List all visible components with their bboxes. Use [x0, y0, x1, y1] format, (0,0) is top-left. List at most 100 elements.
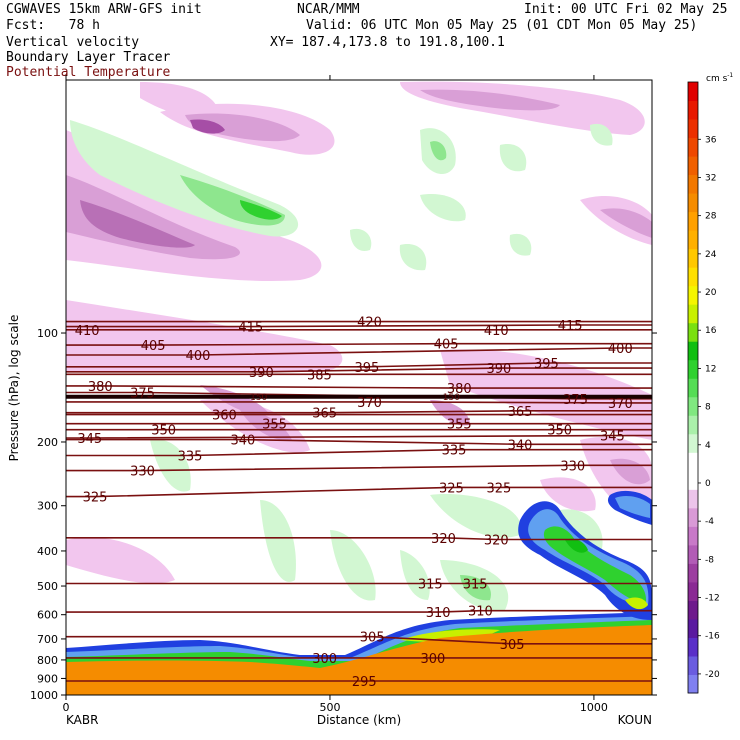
theta-contour-line: [66, 367, 652, 373]
theta-contour-line: [66, 438, 652, 446]
colorbar-tick-label: 36: [705, 135, 717, 145]
x-tick-label: 1000: [580, 701, 608, 714]
theta-contour-line: [66, 342, 652, 346]
y-tick-label: 300: [37, 500, 58, 513]
colorbar-swatch: [688, 618, 698, 638]
theta-contour-label: 365: [508, 405, 533, 420]
theta-contour-label: 380: [447, 382, 472, 397]
x-tick-label: 0: [63, 701, 70, 714]
colorbar-swatch: [688, 230, 698, 250]
colorbar-swatch: [688, 156, 698, 176]
colorbar-tick-label: 12: [705, 364, 716, 374]
theta-contour-label: 150: [443, 393, 460, 403]
theta-contour-line: [66, 385, 652, 389]
theta-contour-label: 310: [426, 606, 451, 621]
theta-contour-label: 305: [500, 638, 525, 653]
start-station-label: KABR: [66, 713, 98, 727]
theta-contour-label: 350: [547, 424, 572, 439]
theta-contour-labels: 410 415 420 410 415 405 400 405 400 390 385 395 390 3…: [75, 316, 633, 690]
colorbar-swatch: [688, 359, 698, 379]
sinking-region: [600, 208, 652, 238]
theta-contour-line: [66, 486, 652, 498]
plot-frame: [65, 79, 653, 696]
theta-contour-label: 380: [88, 380, 113, 395]
theta-contour-label: 395: [355, 361, 380, 376]
colorbar-swatch: [688, 137, 698, 157]
theta-contour-label: 370: [357, 396, 382, 411]
sinking-region: [185, 113, 300, 142]
theta-contour-line: [66, 434, 652, 439]
theta-contour-label: 345: [600, 430, 625, 445]
theta-contour-label: 315: [463, 577, 488, 592]
y-tick-label: 500: [37, 580, 58, 593]
theta-contour-label: 365: [312, 407, 337, 422]
colorbar-swatch: [688, 637, 698, 657]
field-name-vertical-velocity: Vertical velocity: [6, 35, 140, 50]
colorbar-swatch: [688, 507, 698, 527]
sinking-region: [200, 385, 270, 416]
y-tick-label: 1000: [30, 689, 58, 702]
theta-contour-label: 415: [558, 319, 583, 334]
colorbar-swatch: [688, 452, 698, 472]
colorbar-swatch: [688, 174, 698, 194]
theta-contour-label: 375: [130, 387, 155, 402]
theta-contour-label: 355: [262, 418, 287, 433]
sinking-region: [66, 175, 240, 260]
rising-region: [430, 141, 447, 161]
rising-region: [420, 194, 466, 222]
theta-contour-line: [66, 537, 652, 541]
rising-region: [399, 244, 427, 271]
colorbar-units-exponent: -1: [727, 72, 733, 79]
y-tick-label: 100: [37, 327, 58, 340]
rising-region: [590, 123, 613, 146]
theta-contour-label: 295: [352, 675, 377, 690]
colorbar-tick-label: -16: [705, 632, 720, 642]
theta-contour-label: 305: [360, 631, 385, 646]
theta-contour-label: 400: [186, 349, 211, 364]
colorbar-swatch: [688, 415, 698, 435]
colorbar-swatch: [688, 341, 698, 361]
colorbar-swatch: [688, 655, 698, 675]
y-tick-label: 700: [37, 633, 58, 646]
colorbar-tick-label: 8: [705, 403, 711, 413]
colorbar-swatch: [688, 211, 698, 231]
colorbar-tick-label: 24: [705, 250, 717, 260]
sinking-region: [420, 89, 560, 111]
y-axis-label: Pressure (hPa), log scale: [7, 315, 21, 462]
theta-contour-label: 320: [484, 534, 509, 549]
theta-contour-label: 390: [249, 366, 274, 381]
sinking-region: [190, 119, 225, 134]
colorbar-swatch: [688, 526, 698, 546]
theta-contour-label: 390: [486, 362, 511, 377]
colorbar: -20 -16 -12 -8 -4 0 4 8 12 16 20 24 28 32 36: [687, 81, 720, 694]
colorbar-swatch: [688, 248, 698, 268]
colorbar-units-text: cm s: [706, 74, 728, 84]
rising-region: [430, 494, 522, 538]
theta-contour-label: 385: [307, 368, 332, 383]
theta-contour-line: [66, 401, 652, 404]
x-tick-label: 500: [319, 701, 340, 714]
rising-region: [150, 439, 191, 492]
colorbar-swatch: [688, 581, 698, 601]
theta-contour-label: 340: [230, 434, 255, 449]
colorbar-swatch: [688, 82, 698, 102]
theta-contour-label: 350: [151, 424, 176, 439]
rising-region: [509, 233, 532, 256]
theta-contour-label: 330: [130, 465, 155, 480]
theta-contour-label: 150: [250, 393, 267, 403]
theta-contour-label: 315: [418, 577, 443, 592]
cross-section-endpoints: XY= 187.4,173.8 to 191.8,100.1: [270, 35, 505, 50]
colorbar-tick-label: -20: [705, 670, 720, 680]
theta-contour-line: [66, 362, 652, 368]
forecast-hour: Fcst: 78 h: [6, 18, 100, 33]
colorbar-tick-label: -4: [705, 517, 714, 527]
theta-contour-label: 330: [560, 459, 585, 474]
sinking-region: [440, 349, 652, 440]
theta-contour-label: 345: [77, 432, 102, 447]
theta-contour-label: 320: [431, 532, 456, 547]
theta-contour-label: 410: [484, 324, 509, 339]
init-time: Init: 00 UTC Fri 02 May 25: [524, 2, 728, 17]
theta-contour-label: 420: [357, 316, 382, 331]
theta-contour-line: [66, 448, 652, 457]
field-name-tracer: Boundary Layer Tracer: [6, 50, 171, 65]
